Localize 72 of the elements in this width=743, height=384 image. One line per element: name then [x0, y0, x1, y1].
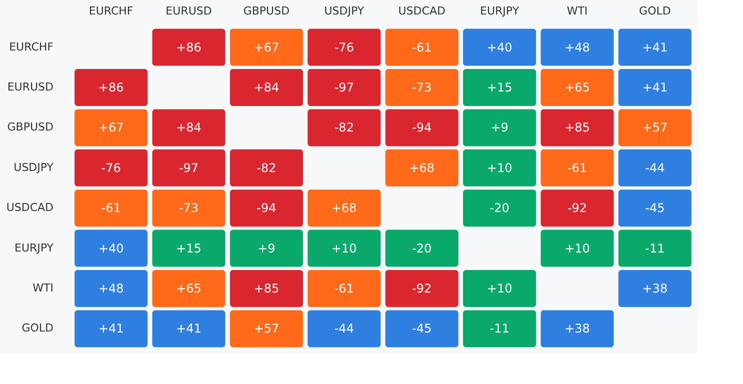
data-label: +68: [331, 201, 357, 216]
data-label: -61: [101, 201, 121, 216]
data-label: +10: [486, 160, 512, 175]
data-label: +86: [98, 80, 124, 94]
data-label: -73: [412, 80, 432, 94]
data-label: -76: [334, 40, 354, 54]
data-label: -73: [178, 201, 199, 216]
x-tick-label: GBPUSD: [243, 4, 290, 18]
data-label: +84: [176, 120, 202, 135]
data-label: -45: [412, 322, 432, 336]
data-label: +41: [176, 322, 202, 336]
data-label: -82: [334, 120, 354, 135]
data-label: +38: [642, 282, 668, 296]
data-label: -44: [645, 160, 665, 175]
y-tick-label: USDJPY: [14, 160, 54, 174]
data-label: +41: [642, 80, 668, 94]
data-label: -20: [490, 201, 510, 216]
data-label: +9: [490, 120, 508, 135]
data-label: +84: [254, 80, 280, 94]
x-tick-label: WTI: [566, 4, 588, 18]
data-label: +86: [176, 40, 202, 54]
data-label: +48: [98, 282, 124, 296]
data-label: +41: [98, 322, 124, 336]
data-label: -61: [567, 160, 588, 175]
data-label: -97: [178, 160, 199, 175]
data-label: -76: [101, 160, 121, 175]
y-tick-label: WTI: [32, 282, 54, 295]
data-label: +40: [98, 241, 124, 256]
data-label: -94: [412, 120, 432, 135]
data-label: +57: [254, 322, 280, 336]
data-label: +65: [176, 282, 202, 296]
y-tick-label: EURUSD: [7, 80, 54, 94]
data-label: +15: [486, 80, 512, 94]
data-label: -92: [567, 201, 588, 216]
data-label: +10: [486, 282, 512, 296]
data-label: +41: [642, 40, 668, 54]
data-label: +68: [409, 160, 435, 175]
x-tick-label: EURUSD: [166, 4, 212, 18]
data-label: +65: [564, 80, 590, 94]
y-tick-label: USDCAD: [6, 201, 54, 214]
x-tick-label: USDCAD: [398, 4, 446, 18]
x-tick-label: EURJPY: [480, 4, 520, 18]
data-label: -61: [334, 282, 354, 296]
data-label: +15: [176, 241, 202, 256]
data-label: +48: [564, 40, 590, 54]
data-label: +38: [564, 322, 590, 336]
y-tick-label: GOLD: [22, 322, 54, 335]
data-label: +9: [258, 241, 276, 256]
x-tick-label: GOLD: [639, 4, 671, 18]
data-label: +67: [98, 120, 124, 135]
data-label: -94: [256, 201, 276, 216]
data-label: -92: [412, 282, 432, 296]
data-label: +40: [486, 40, 512, 54]
y-tick-label: EURCHF: [9, 40, 54, 54]
x-tick-label: EURCHF: [88, 4, 134, 18]
y-tick-label: EURJPY: [14, 241, 54, 254]
x-tick-label: USDJPY: [324, 4, 364, 18]
data-label: +10: [331, 241, 357, 256]
data-label: -44: [334, 322, 354, 336]
y-tick-label: GBPUSD: [7, 120, 54, 134]
data-label: -82: [256, 160, 276, 175]
data-label: -45: [645, 201, 665, 216]
data-label: -20: [412, 241, 432, 256]
data-label: -11: [645, 241, 665, 256]
data-label: +67: [254, 40, 280, 54]
data-label: -61: [412, 40, 432, 54]
data-label: +85: [564, 120, 590, 135]
data-label: +85: [254, 282, 280, 296]
data-label: +57: [642, 120, 668, 135]
data-label: -11: [490, 322, 510, 336]
data-label: -97: [334, 80, 354, 94]
data-label: +10: [564, 241, 590, 256]
